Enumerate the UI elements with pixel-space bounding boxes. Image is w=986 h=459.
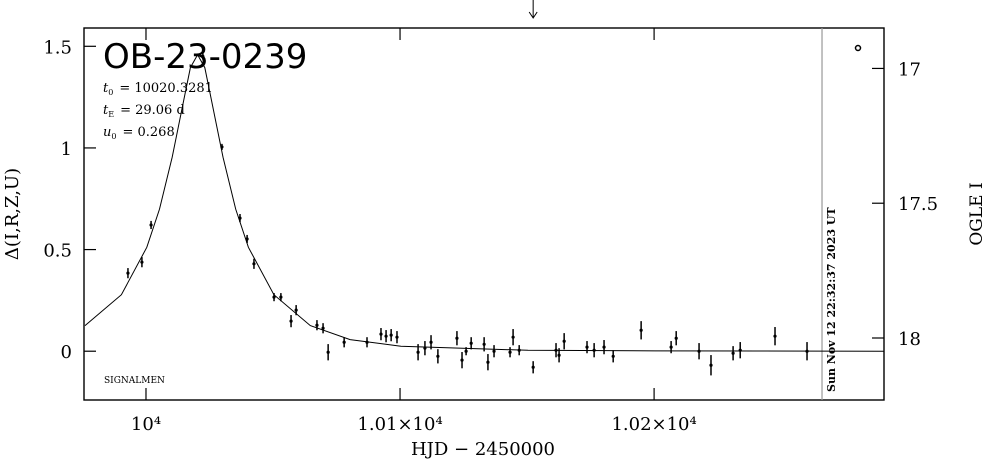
param-symbol: t [103,103,109,118]
data-point [423,346,427,350]
data-point [279,295,283,299]
data-point [201,54,205,59]
data-point [379,332,383,336]
y-tick-label: 1 [61,139,72,160]
data-point [384,334,388,338]
date-label: Sun Nov 12 22:32:37 2023 UT [825,207,838,392]
data-point [508,350,512,354]
x-tick-label: 1.01×10⁴ [357,414,442,435]
y-axis-label: Δ(I,R,Z,U) [2,168,23,260]
data-point [731,351,735,355]
data-point [697,349,701,353]
data-point [429,340,433,344]
data-point [245,237,249,241]
data-point [669,345,673,349]
data-point [460,358,464,362]
arrow [528,0,538,19]
data-point [805,349,809,353]
param-text: u0 = 0.268 [103,125,175,141]
param-text: tE = 29.06 d [103,103,185,119]
data-point [238,216,242,220]
data-point [738,348,742,352]
data-point [272,295,276,299]
x-axis-label: HJD − 2450000 [411,439,555,459]
data-point [455,336,459,340]
data-point [140,260,144,264]
y-tick-label: 1.5 [43,37,72,58]
marker-circle [854,44,862,52]
data-point [492,349,496,353]
data-point [464,349,468,353]
data-point [342,340,346,344]
data-point [562,339,566,343]
y2-tick-label: 17.5 [898,194,938,215]
data-point [482,342,486,346]
data-point [436,354,440,358]
data-point [294,308,298,312]
data-point [252,262,256,266]
y2-axis-label: OGLE I [967,182,986,245]
data-point [486,360,490,364]
plot-frame [83,27,885,401]
y-tick-label: 0.5 [43,241,72,262]
data-point [469,341,473,345]
y2-tick-label: 18 [898,329,921,350]
y-tick-label: 0 [61,342,72,363]
param-value: = 0.268 [122,125,174,140]
data-point [773,334,777,338]
param-symbol: t [103,81,109,96]
data-point [326,350,330,354]
data-point [416,350,420,354]
x-tick-label: 10⁴ [131,414,161,435]
data-point [321,326,325,330]
param-subscript: 0 [111,132,116,141]
data-point [602,345,606,349]
data-point [511,335,515,339]
data-point [395,335,399,339]
data-point [585,345,589,349]
data-point [289,319,293,323]
param-symbol: u [103,125,111,140]
data-point [554,348,558,352]
data-point [149,223,153,227]
credit: SIGNALMEN [104,376,165,386]
param-subscript: 0 [108,88,113,97]
data-point [611,354,615,358]
data-point [709,363,713,367]
param-value: = 29.06 d [120,103,185,118]
param-value: = 10020.3281 [119,81,213,96]
data-point [557,353,561,357]
data-point [592,348,596,352]
x-tick-label: 1.02×10⁴ [611,414,696,435]
data-point [639,328,643,332]
param-subscript: E [108,110,114,119]
data-point [389,333,393,337]
data-point [674,336,678,340]
data-point [517,348,521,352]
param-text: t0 = 10020.3281 [103,81,213,97]
data-point [315,323,319,327]
y2-tick-label: 17 [898,59,921,80]
data-point [220,145,224,149]
model-curve [84,53,884,352]
data-point [126,271,130,275]
data-point [365,340,369,344]
data-point [531,365,535,369]
